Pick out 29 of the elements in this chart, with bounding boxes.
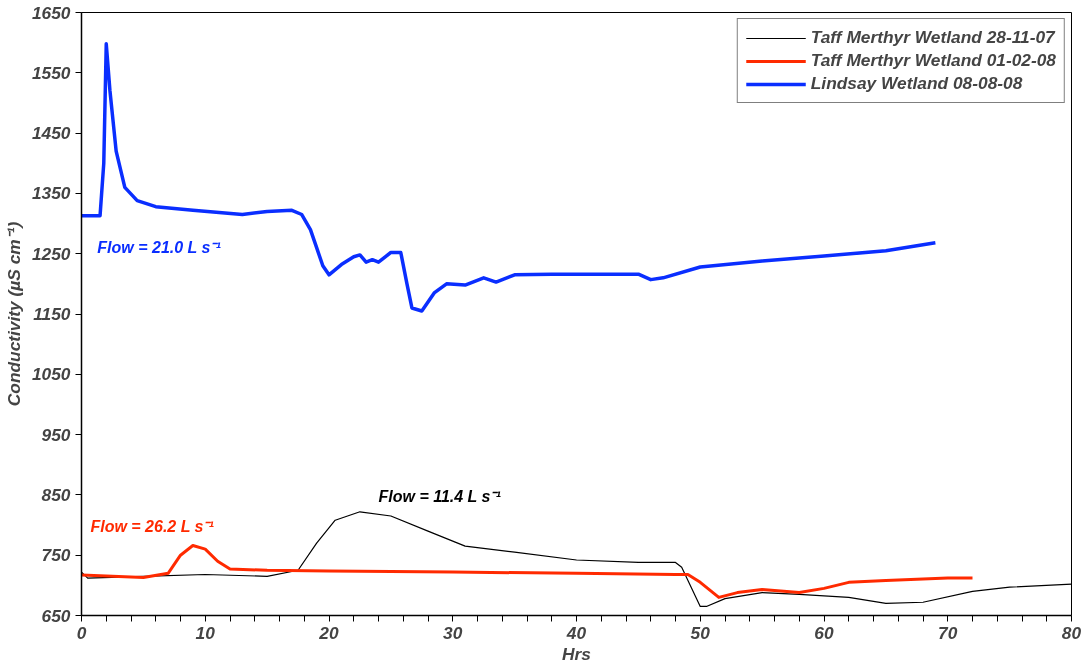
- x-tick-label: 80: [1061, 622, 1082, 643]
- x-tick-label: 20: [318, 622, 339, 643]
- y-tick-label: 950: [41, 424, 71, 445]
- y-tick-label: 1150: [33, 304, 71, 324]
- annotation: Flow = 21.0 L s⁻¹: [97, 239, 222, 257]
- y-tick-label: 750: [41, 545, 71, 566]
- x-axis-title: Hrs: [562, 643, 592, 664]
- x-tick-label: 40: [565, 622, 587, 643]
- x-tick-label: 30: [443, 622, 463, 643]
- x-tick-label: 10: [195, 622, 216, 643]
- y-tick-label: 1050: [31, 364, 71, 385]
- y-tick-label: 1450: [31, 123, 71, 144]
- x-tick-label: 0: [76, 622, 87, 643]
- legend-label: Taff Merthyr Wetland 28-11-07: [810, 27, 1055, 48]
- y-tick-label: 650: [41, 605, 71, 626]
- annotation: Flow = 26.2 L s⁻¹: [90, 517, 215, 535]
- y-tick-label: 1250: [31, 243, 71, 264]
- legend-label: Lindsay Wetland 08-08-08: [810, 73, 1023, 94]
- x-tick-label: 50: [690, 622, 711, 643]
- y-tick-label: 1550: [31, 62, 71, 83]
- x-tick-label: 60: [814, 622, 834, 643]
- x-tick-label: 70: [938, 622, 958, 643]
- y-axis-title: Conductivity (µS cm⁻¹): [3, 221, 24, 407]
- y-tick-label: 850: [41, 484, 71, 505]
- y-tick-label: 1350: [31, 183, 71, 204]
- annotation: Flow = 11.4 L s⁻¹: [378, 488, 502, 506]
- y-tick-label: 1650: [31, 2, 71, 23]
- line-series: [81, 544, 974, 599]
- legend-label: Taff Merthyr Wetland 01-02-08: [810, 50, 1056, 71]
